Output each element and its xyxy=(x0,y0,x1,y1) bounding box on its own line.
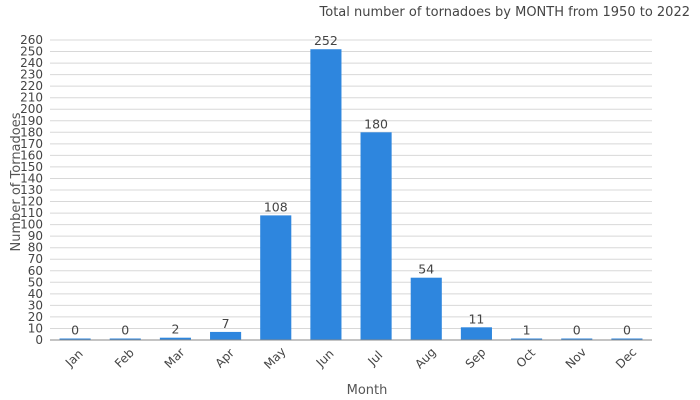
y-tick-label: 80 xyxy=(28,241,43,255)
bar-value-label-nov: 0 xyxy=(573,323,581,338)
bar-value-label-jun: 252 xyxy=(314,33,338,48)
y-tick-label: 10 xyxy=(28,321,43,335)
y-tick-label: 130 xyxy=(20,183,43,197)
bar-value-label-dec: 0 xyxy=(623,323,631,338)
y-tick-label: 250 xyxy=(20,45,43,59)
y-tick-label: 160 xyxy=(20,148,43,162)
y-tick-label: 210 xyxy=(20,91,43,105)
grid-layer xyxy=(50,39,652,329)
x-tick-label-nov: Nov xyxy=(563,345,589,371)
x-axis-ticks: Jan Feb Mar Apr May Jun Jul Aug Sep Oct Nov Dec xyxy=(62,344,639,371)
x-axis-label: Month xyxy=(347,383,388,398)
x-tick-label-jul: Jul xyxy=(364,348,385,369)
y-tick-label: 70 xyxy=(28,252,43,266)
bar-feb[interactable] xyxy=(109,338,141,341)
x-tick-label-aug: Aug xyxy=(412,345,438,371)
y-tick-label: 100 xyxy=(20,218,43,232)
bar-may[interactable] xyxy=(260,215,292,340)
bar-jun[interactable] xyxy=(310,49,342,340)
y-tick-label: 180 xyxy=(20,125,43,139)
y-tick-label: 0 xyxy=(35,333,43,347)
bar-value-label-mar: 2 xyxy=(171,322,179,337)
x-tick-label-jan: Jan xyxy=(62,347,86,371)
y-tick-label: 240 xyxy=(20,56,43,70)
bar-sep[interactable] xyxy=(460,327,492,340)
y-tick-label: 150 xyxy=(20,160,43,174)
chart-title: Total number of tornadoes by MONTH from … xyxy=(319,5,690,20)
bar-oct[interactable] xyxy=(511,338,543,341)
x-tick-label-apr: Apr xyxy=(212,346,237,371)
bar-value-label-may: 108 xyxy=(264,199,288,214)
bar-value-label-aug: 54 xyxy=(418,262,434,277)
x-tick-label-sep: Sep xyxy=(463,345,489,371)
y-tick-label: 20 xyxy=(28,310,43,324)
y-tick-label: 60 xyxy=(28,264,43,278)
x-tick-label-oct: Oct xyxy=(513,346,538,371)
y-tick-label: 200 xyxy=(20,102,43,116)
y-tick-label: 30 xyxy=(28,298,43,312)
bar-value-label-jan: 0 xyxy=(71,323,79,338)
bar-jan[interactable] xyxy=(59,338,91,341)
y-tick-label: 40 xyxy=(28,287,43,301)
bar-value-label-sep: 11 xyxy=(468,311,484,326)
y-axis-label: Number of Tornadoes xyxy=(9,112,24,251)
bar-value-label-jul: 180 xyxy=(364,116,388,131)
y-tick-label: 110 xyxy=(20,206,43,220)
bar-nov[interactable] xyxy=(561,338,593,341)
bar-value-label-apr: 7 xyxy=(222,316,230,331)
x-tick-label-mar: Mar xyxy=(162,345,188,371)
x-tick-label-may: May xyxy=(261,344,288,371)
bar-mar[interactable] xyxy=(159,337,191,340)
x-tick-label-jun: Jun xyxy=(313,347,337,371)
bars-layer xyxy=(59,49,643,341)
y-tick-label: 260 xyxy=(20,33,43,47)
y-tick-label: 220 xyxy=(20,79,43,93)
bar-dec[interactable] xyxy=(611,338,643,341)
x-tick-label-feb: Feb xyxy=(112,346,137,371)
y-tick-label: 230 xyxy=(20,68,43,82)
bar-value-label-feb: 0 xyxy=(121,323,129,338)
bar-jul[interactable] xyxy=(360,132,392,340)
bar-value-label-oct: 1 xyxy=(523,323,531,338)
y-tick-label: 140 xyxy=(20,171,43,185)
bar-aug[interactable] xyxy=(410,277,442,340)
bar-apr[interactable] xyxy=(210,331,242,340)
y-tick-label: 50 xyxy=(28,275,43,289)
y-axis-ticks: 0102030405060708090100110120130140150160… xyxy=(20,33,43,347)
y-tick-label: 90 xyxy=(28,229,43,243)
x-tick-label-dec: Dec xyxy=(613,345,639,371)
y-tick-label: 190 xyxy=(20,114,43,128)
y-tick-label: 170 xyxy=(20,137,43,151)
y-tick-label: 120 xyxy=(20,195,43,209)
